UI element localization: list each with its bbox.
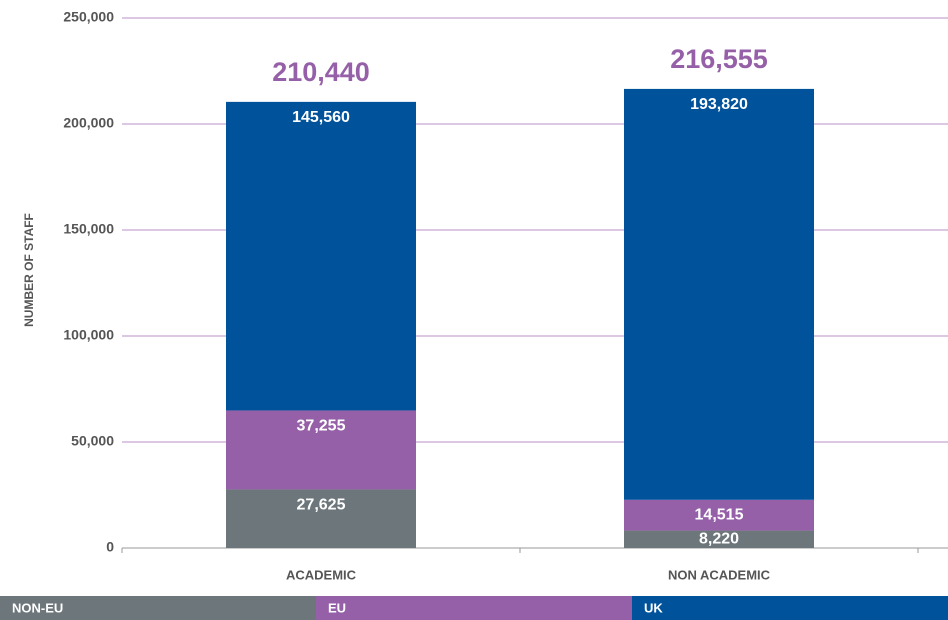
y-tick-label: 200,000 (63, 115, 114, 131)
legend-label: NON-EU (12, 600, 63, 615)
bar-segment (226, 410, 416, 490)
bar-segment (226, 101, 416, 411)
value-label: 14,515 (695, 506, 744, 523)
legend-swatch (316, 596, 633, 620)
y-tick-label: 50,000 (71, 433, 114, 449)
y-axis-label: NUMBER OF STAFF (22, 213, 36, 327)
value-label: 145,560 (292, 109, 350, 126)
y-tick-label: 0 (106, 539, 114, 555)
x-tick-label: NON ACADEMIC (668, 567, 771, 582)
legend-label: EU (328, 600, 346, 615)
legend-label: UK (644, 600, 663, 615)
x-tick-label: ACADEMIC (286, 567, 357, 582)
value-label: 37,255 (297, 418, 346, 435)
y-tick-label: 250,000 (63, 9, 114, 25)
value-label: 193,820 (690, 96, 748, 113)
value-label: 27,625 (297, 497, 346, 514)
y-tick-label: 150,000 (63, 221, 114, 237)
bar-segment (226, 489, 416, 548)
bar-segment (624, 530, 814, 548)
bar-segment (624, 499, 814, 531)
y-tick-label: 100,000 (63, 327, 114, 343)
total-label: 210,440 (272, 57, 370, 87)
total-label: 216,555 (670, 44, 768, 74)
legend-swatch (632, 596, 948, 620)
bar-segment (624, 88, 814, 500)
value-label: 8,220 (699, 531, 739, 548)
legend-swatch (0, 596, 317, 620)
